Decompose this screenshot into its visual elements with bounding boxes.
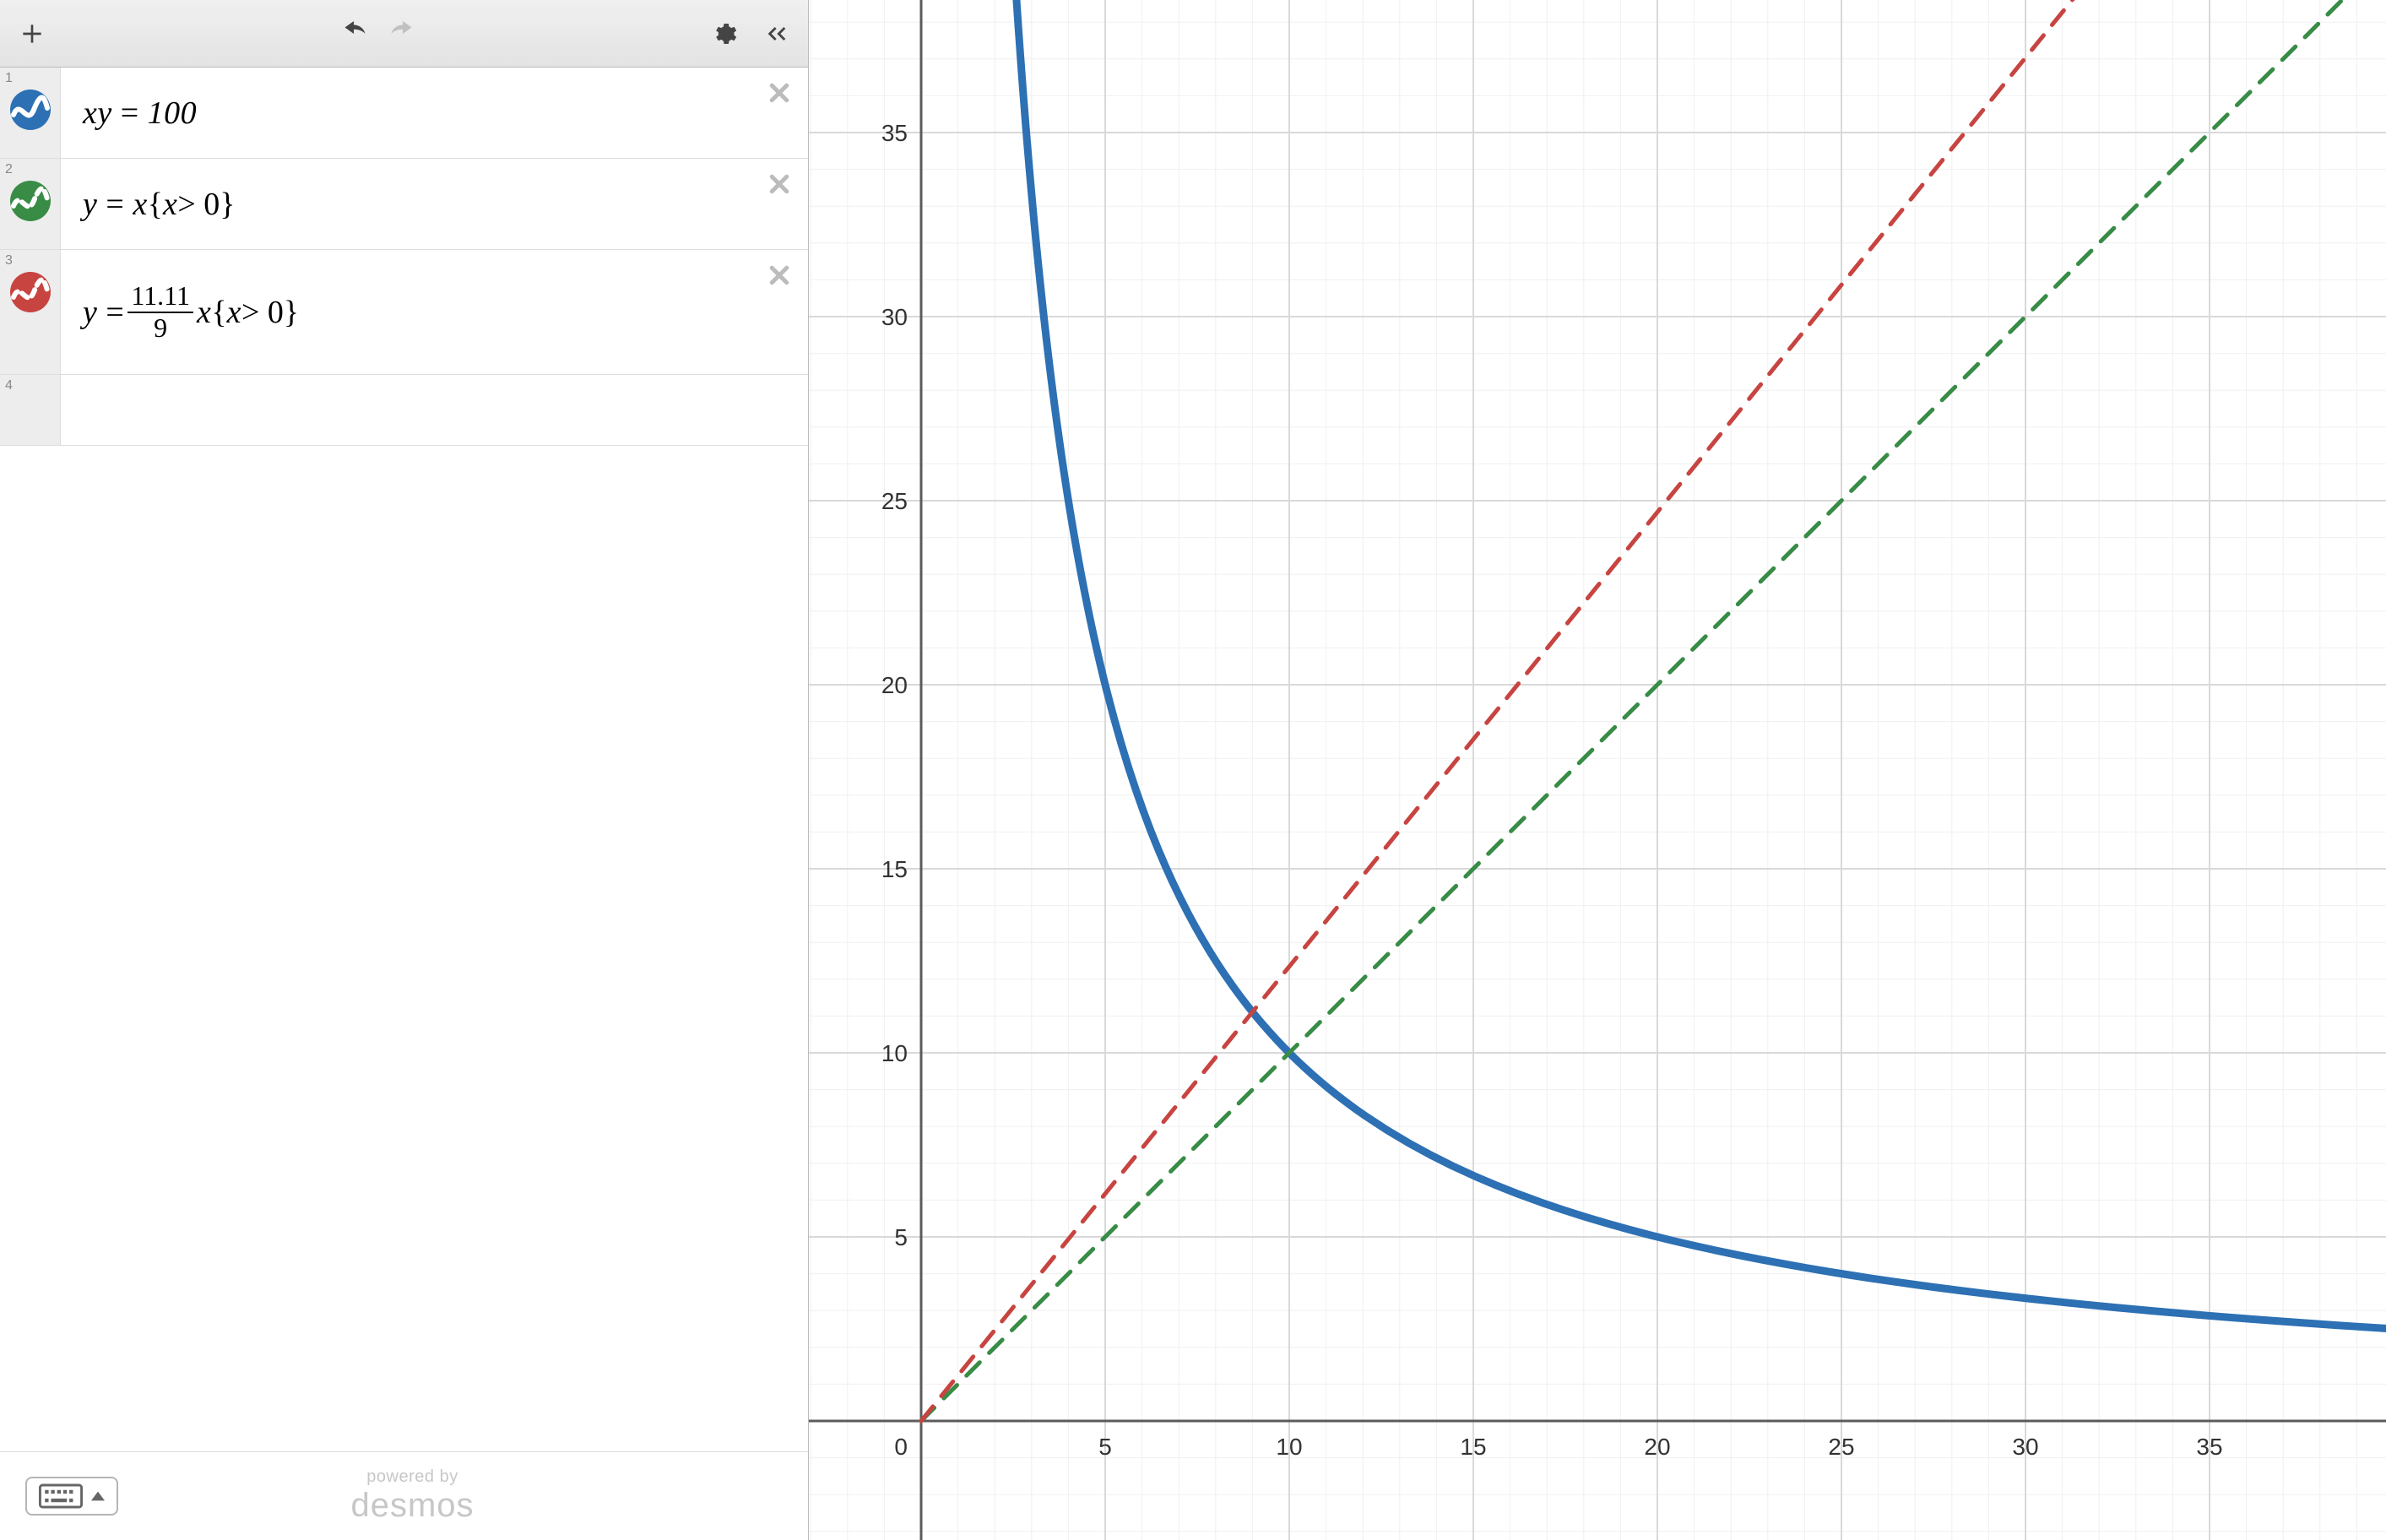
svg-text:25: 25 [1828,1434,1854,1460]
expression-color-swatch[interactable] [10,272,51,312]
close-icon[interactable] [762,167,796,201]
expression-row-4[interactable]: 4 [0,375,808,446]
expression-gutter: 4 [0,375,61,445]
keyboard-toggle-button[interactable] [25,1477,118,1516]
expression-body[interactable]: xy = 100 [61,68,808,158]
sidebar: 1 xy = 100 2 y = x {x > 0} 3 y = 11.119x {x >… [0,0,809,1540]
svg-text:15: 15 [881,856,908,882]
expression-gutter: 3 [0,250,61,374]
brand-powered-by: powered by [366,1467,458,1487]
expression-color-swatch[interactable] [10,89,51,130]
svg-text:20: 20 [881,672,908,698]
svg-text:35: 35 [2196,1434,2222,1460]
svg-text:10: 10 [881,1040,908,1066]
expression-index: 3 [5,253,13,268]
toolbar [0,0,808,68]
undo-button[interactable] [337,17,371,51]
expression-index: 2 [5,162,13,177]
expression-body[interactable] [61,375,808,445]
expression-color-swatch[interactable] [10,181,51,221]
close-icon[interactable] [762,76,796,110]
svg-text:30: 30 [881,304,908,330]
svg-text:35: 35 [881,120,908,146]
expression-body[interactable]: y = 11.119x {x > 0} [61,250,808,374]
expression-index: 1 [5,71,13,86]
svg-text:25: 25 [881,488,908,514]
expression-gutter: 2 [0,159,61,249]
sidebar-footer: powered by desmos [0,1451,808,1540]
settings-button[interactable] [707,17,740,51]
expression-index: 4 [5,378,13,393]
brand: powered by desmos [118,1467,707,1525]
expression-gutter: 1 [0,68,61,158]
close-icon[interactable] [762,258,796,292]
svg-text:20: 20 [1644,1434,1670,1460]
add-expression-button[interactable] [15,17,49,51]
redo-button[interactable] [386,17,420,51]
svg-text:10: 10 [1276,1434,1302,1460]
svg-text:5: 5 [1098,1434,1112,1460]
collapse-sidebar-button[interactable] [759,17,793,51]
expression-row-1[interactable]: 1 xy = 100 [0,68,808,159]
svg-text:15: 15 [1460,1434,1486,1460]
svg-text:0: 0 [894,1434,908,1460]
expression-body[interactable]: y = x {x > 0} [61,159,808,249]
svg-text:30: 30 [2012,1434,2038,1460]
expression-list: 1 xy = 100 2 y = x {x > 0} 3 y = 11.119x {x >… [0,68,808,1451]
brand-name: desmos [350,1487,474,1525]
graph-viewport[interactable]: 5 10 15 20 25 30 35 5 10 15 20 25 30 35 0 [809,0,2386,1540]
expression-row-3[interactable]: 3 y = 11.119x {x > 0} [0,250,808,375]
expression-row-2[interactable]: 2 y = x {x > 0} [0,159,808,250]
svg-text:5: 5 [894,1224,908,1250]
